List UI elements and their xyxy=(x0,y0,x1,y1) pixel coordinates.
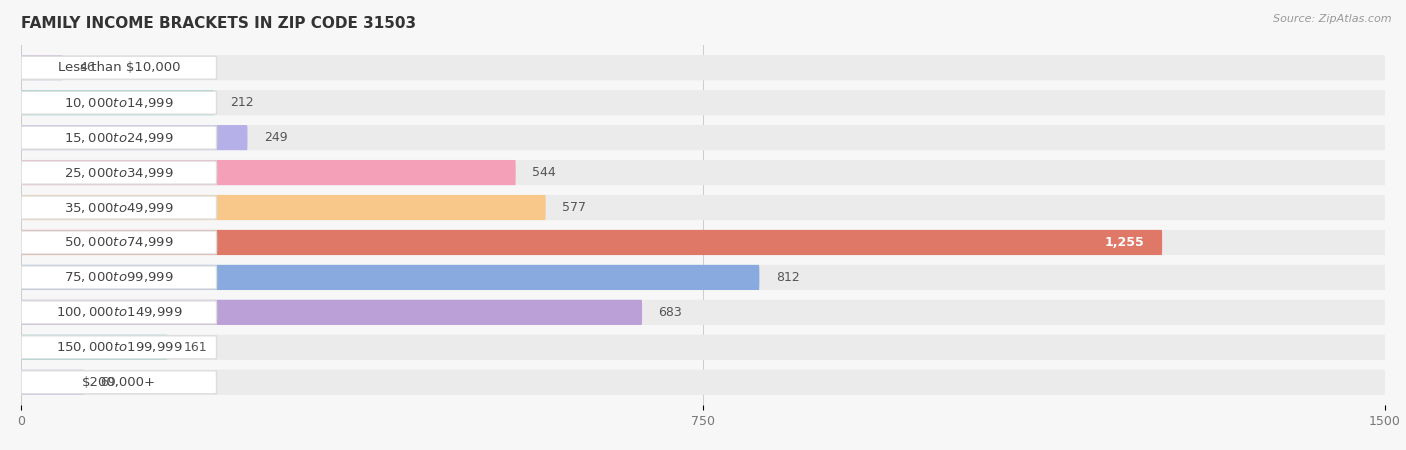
Text: 812: 812 xyxy=(776,271,800,284)
Text: 46: 46 xyxy=(79,61,96,74)
Text: 544: 544 xyxy=(531,166,555,179)
FancyBboxPatch shape xyxy=(21,265,759,290)
FancyBboxPatch shape xyxy=(21,335,167,360)
FancyBboxPatch shape xyxy=(21,336,217,359)
FancyBboxPatch shape xyxy=(21,55,1385,80)
Text: 1,255: 1,255 xyxy=(1104,236,1144,249)
Text: $10,000 to $14,999: $10,000 to $14,999 xyxy=(65,96,174,110)
FancyBboxPatch shape xyxy=(21,230,1385,255)
FancyBboxPatch shape xyxy=(21,125,1385,150)
Text: $75,000 to $99,999: $75,000 to $99,999 xyxy=(65,270,174,284)
Text: 161: 161 xyxy=(184,341,208,354)
FancyBboxPatch shape xyxy=(21,90,1385,115)
FancyBboxPatch shape xyxy=(21,126,217,149)
FancyBboxPatch shape xyxy=(21,160,516,185)
FancyBboxPatch shape xyxy=(21,266,217,289)
FancyBboxPatch shape xyxy=(21,195,546,220)
FancyBboxPatch shape xyxy=(21,300,1385,325)
Text: $100,000 to $149,999: $100,000 to $149,999 xyxy=(56,306,183,320)
Text: 683: 683 xyxy=(658,306,682,319)
FancyBboxPatch shape xyxy=(21,125,247,150)
Text: 69: 69 xyxy=(100,376,115,389)
Text: $150,000 to $199,999: $150,000 to $199,999 xyxy=(56,340,183,354)
FancyBboxPatch shape xyxy=(21,55,63,80)
FancyBboxPatch shape xyxy=(21,370,1385,395)
Text: $50,000 to $74,999: $50,000 to $74,999 xyxy=(65,235,174,249)
FancyBboxPatch shape xyxy=(21,335,1385,360)
FancyBboxPatch shape xyxy=(21,91,217,114)
FancyBboxPatch shape xyxy=(21,196,217,219)
Text: 212: 212 xyxy=(231,96,254,109)
Text: 577: 577 xyxy=(562,201,586,214)
FancyBboxPatch shape xyxy=(21,160,1385,185)
FancyBboxPatch shape xyxy=(21,370,84,395)
FancyBboxPatch shape xyxy=(21,195,1385,220)
Text: Source: ZipAtlas.com: Source: ZipAtlas.com xyxy=(1274,14,1392,23)
FancyBboxPatch shape xyxy=(21,56,217,79)
FancyBboxPatch shape xyxy=(21,90,214,115)
Text: $25,000 to $34,999: $25,000 to $34,999 xyxy=(65,166,174,180)
FancyBboxPatch shape xyxy=(21,301,217,324)
FancyBboxPatch shape xyxy=(21,161,217,184)
FancyBboxPatch shape xyxy=(21,230,1163,255)
Text: $15,000 to $24,999: $15,000 to $24,999 xyxy=(65,130,174,144)
FancyBboxPatch shape xyxy=(21,265,1385,290)
Text: $200,000+: $200,000+ xyxy=(82,376,156,389)
FancyBboxPatch shape xyxy=(21,300,643,325)
Text: 249: 249 xyxy=(264,131,287,144)
FancyBboxPatch shape xyxy=(21,231,217,254)
Text: $35,000 to $49,999: $35,000 to $49,999 xyxy=(65,201,174,215)
FancyBboxPatch shape xyxy=(21,371,217,394)
Text: Less than $10,000: Less than $10,000 xyxy=(58,61,180,74)
Text: FAMILY INCOME BRACKETS IN ZIP CODE 31503: FAMILY INCOME BRACKETS IN ZIP CODE 31503 xyxy=(21,16,416,32)
